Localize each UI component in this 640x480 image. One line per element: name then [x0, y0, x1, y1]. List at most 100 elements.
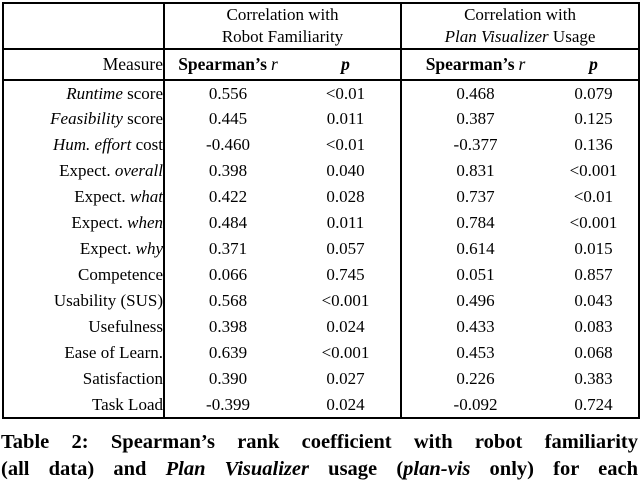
value-cell-p1: 0.024 — [291, 392, 403, 418]
table-row: Expect. overall 0.398 0.040 0.831 <0.001 — [3, 158, 639, 184]
value-cell-r1: 0.390 — [208, 369, 248, 388]
value-cell-p2: 0.015 — [574, 239, 613, 258]
value-cell-r2: 0.226 — [456, 369, 495, 388]
value-cell-r1: -0.460 — [206, 135, 250, 154]
text-part: score — [122, 109, 163, 128]
group-header-line2: Robot Familiarity — [165, 26, 399, 47]
measure-cell: Feasibility score — [3, 106, 165, 132]
measure-cell: Task Load — [3, 392, 165, 418]
value-cell-p1: 0.040 — [291, 158, 403, 184]
measure-cell: Hum. effort cost — [3, 132, 165, 158]
value-cell-p1: <0.01 — [291, 132, 403, 158]
value-cell-p1: 0.027 — [291, 366, 403, 392]
text-part: Task Load — [91, 394, 163, 414]
text-part: Expect. — [59, 161, 115, 180]
value-cell-r2: 0.433 — [456, 317, 495, 336]
table-row: Hum. effort cost -0.460 <0.01 -0.377 0.136 — [3, 132, 639, 158]
p-symbol: p — [341, 54, 350, 74]
table-row: Runtime score 0.556 <0.01 0.468 0.079 — [3, 80, 639, 106]
value-cell-p1: <0.01 — [291, 80, 403, 106]
value-cell-r2: -0.377 — [453, 135, 498, 154]
value-cell-p2: <0.001 — [569, 213, 618, 232]
value-cell-r1: -0.399 — [206, 394, 250, 414]
table-caption: Table 2: Spearman’s rank coefficient wit… — [1, 429, 638, 480]
text-part: Hum. effort — [52, 135, 132, 154]
text-part: Competence — [78, 265, 163, 284]
table-row: Expect. what 0.422 0.028 0.737 <0.01 — [3, 184, 639, 210]
value-cell-p2: 0.083 — [574, 317, 613, 336]
text-part: why — [135, 239, 163, 258]
table-row: Feasibility score 0.445 0.011 0.387 0.125 — [3, 106, 639, 132]
p-symbol: p — [589, 54, 598, 74]
value-cell-r1: 0.066 — [208, 265, 248, 284]
text-part: Usability (SUS) — [53, 291, 163, 310]
text-part: usage ( — [309, 458, 404, 480]
value-cell-r1: 0.422 — [208, 187, 248, 206]
text-part: Feasibility — [50, 109, 123, 128]
value-cell-r2: 0.051 — [456, 265, 495, 284]
corner-cell — [3, 3, 165, 50]
value-cell-r2: 0.387 — [456, 109, 495, 128]
value-cell-p2: 0.125 — [574, 109, 613, 128]
value-cell-r1: 0.484 — [208, 213, 248, 232]
text-part: Expect. — [74, 187, 130, 206]
value-cell-r1: 0.398 — [208, 161, 248, 180]
group-header-row: Correlation with Robot Familiarity Corre… — [3, 3, 640, 50]
results-table: Correlation with Robot Familiarity Corre… — [2, 2, 640, 419]
caption-line-2: (all data) and Plan Visualizer usage (pl… — [1, 456, 638, 480]
table-row: Expect. why 0.371 0.057 0.614 0.015 — [3, 236, 639, 262]
text-part: overall — [114, 161, 163, 180]
value-cell-p1: <0.001 — [291, 288, 403, 314]
value-cell-r2: 0.784 — [456, 213, 495, 232]
measure-cell: Expect. overall — [3, 158, 165, 184]
value-cell-p1: 0.011 — [291, 210, 403, 236]
measure-cell: Usability (SUS) — [3, 288, 165, 314]
p-header-planvis: p — [549, 49, 640, 81]
value-cell-p1: 0.745 — [291, 262, 403, 288]
measure-cell: Competence — [3, 262, 165, 288]
text-part: Expect. — [79, 239, 136, 258]
value-cell-r2: 0.614 — [456, 239, 495, 258]
table-row: Competence 0.066 0.745 0.051 0.857 — [3, 262, 639, 288]
value-cell-p1: 0.057 — [291, 236, 403, 262]
measure-cell: Runtime score — [3, 80, 165, 106]
r-symbol: r — [518, 54, 526, 74]
group-header-plan-visualizer: Correlation with Plan Visualizer Usage — [401, 3, 640, 50]
table-header: Correlation with Robot Familiarity Corre… — [3, 3, 640, 81]
spearman-label: Spearman’s — [425, 54, 515, 74]
value-cell-r2: 0.831 — [456, 161, 495, 180]
text-part: Table 2: Spearman’s rank coefficient wit… — [1, 431, 638, 453]
value-cell-p1: 0.024 — [291, 314, 403, 340]
table-row: Satisfaction 0.390 0.027 0.226 0.383 — [3, 366, 639, 392]
text-part: Satisfaction — [82, 369, 163, 388]
text-part: Robot Familiarity — [221, 27, 344, 46]
value-cell-r1: 0.445 — [208, 109, 248, 128]
value-cell-r2: -0.092 — [453, 394, 498, 414]
value-cell-p2: 0.383 — [574, 369, 613, 388]
group-header-robot-familiarity: Correlation with Robot Familiarity — [164, 3, 403, 50]
measure-cell: Ease of Learn. — [3, 340, 165, 366]
group-header-line1: Correlation with — [464, 5, 576, 24]
text-part: what — [129, 187, 163, 206]
measure-cell: Expect. why — [3, 236, 165, 262]
table-row: Task Load -0.399 0.024 -0.092 0.724 — [3, 392, 639, 418]
measure-cell: Expect. what — [3, 184, 165, 210]
value-cell-p2: 0.724 — [574, 394, 613, 414]
value-cell-r1: 0.371 — [208, 239, 248, 258]
table-row: Usability (SUS) 0.568 <0.001 0.496 0.043 — [3, 288, 639, 314]
value-cell-r2: 0.737 — [456, 187, 495, 206]
table-row: Usefulness 0.398 0.024 0.433 0.083 — [3, 314, 639, 340]
text-part: score — [122, 83, 163, 103]
value-cell-p1: <0.001 — [291, 340, 403, 366]
text-part: Runtime — [66, 83, 123, 103]
text-part: Expect. — [71, 213, 128, 232]
measure-cell: Expect. when — [3, 210, 165, 236]
value-cell-r2: 0.496 — [456, 291, 495, 310]
text-part: Usage — [548, 27, 596, 46]
value-cell-p2: 0.857 — [574, 265, 613, 284]
value-cell-r1: 0.568 — [208, 291, 248, 310]
value-cell-r1: 0.398 — [208, 317, 248, 336]
spearman-label: Spearman’s — [178, 54, 267, 74]
subheader-row: Measure Spearman’s r p Spearman’s r p — [3, 49, 640, 81]
